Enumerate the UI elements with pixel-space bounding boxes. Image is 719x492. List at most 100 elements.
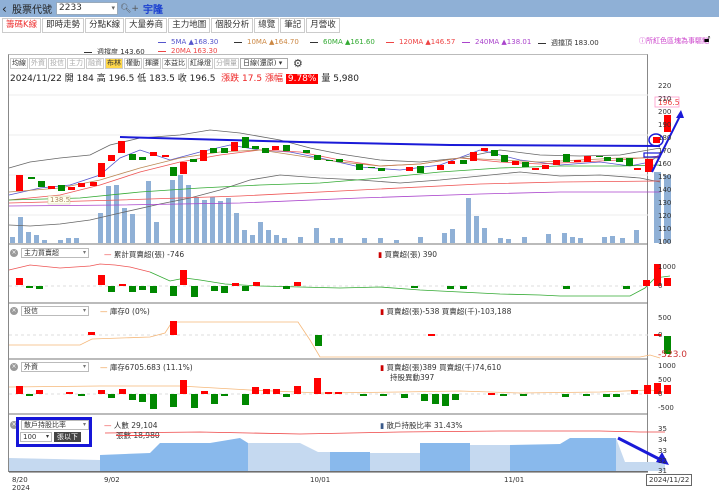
legend-inventory: — 庫存0 (0%)	[100, 307, 150, 316]
legend-people: — 人數 29,104	[104, 421, 158, 430]
tab-overview[interactable]: 總覽	[254, 18, 280, 33]
y-tick: 1000	[658, 362, 676, 370]
y-tick: -500	[658, 404, 674, 412]
candlesticks	[16, 115, 671, 191]
tab-big-broker[interactable]: 大量券商	[125, 18, 168, 33]
threshold-select[interactable]: 100 ▾	[20, 432, 52, 442]
legend-ma60: 60MA ▲161.60	[310, 38, 375, 46]
btn-trust[interactable]: 投信	[48, 58, 66, 69]
quote-change: 17.5	[242, 74, 263, 84]
panel-foreign-head: × 外資 ▾	[10, 362, 89, 372]
stock-name: 宇隆	[142, 5, 163, 16]
search-icon[interactable]: 🔍︎+	[120, 3, 139, 14]
quote-open: 184	[76, 74, 94, 84]
panel-main-force-head: × 主力買賣超 ▾	[10, 248, 89, 258]
last-price-tag: 196.5	[658, 98, 680, 107]
btn-traffic[interactable]: 紅綠燈	[188, 58, 213, 69]
y-tick: 130	[658, 199, 672, 207]
chevron-left-icon[interactable]: ‹	[2, 1, 7, 16]
btn-price-vol[interactable]: 分價量	[214, 58, 239, 69]
y-tick: 110	[658, 225, 672, 233]
btn-bollinger[interactable]: 布林	[105, 58, 123, 69]
legend-ma10: 10MA ▲164.70	[234, 38, 299, 46]
y-tick: 0	[658, 331, 663, 339]
tab-main-map[interactable]: 主力地圖	[168, 18, 211, 33]
indicator-toolbar: 均線 外資 投信 主力 融資 布林 權動 揮腰 本益比 紅綠燈 分價量 日線(還…	[10, 57, 303, 70]
tab-branch-k[interactable]: 分點K線	[85, 18, 125, 33]
quote-close: 196.5	[189, 74, 216, 84]
close-icon[interactable]: ×	[10, 363, 18, 371]
x-tick: 9/02	[104, 476, 120, 484]
btn-pe[interactable]: 本益比	[162, 58, 187, 69]
btn-swing[interactable]: 揮腰	[143, 58, 161, 69]
y-tick: 500	[658, 376, 672, 384]
legend-ratio: ▮ 散戶持股比率 31.43%	[380, 421, 463, 430]
x-tick: 10/01	[310, 476, 331, 484]
quote-volume: 5,980	[333, 74, 359, 84]
threshold-button[interactable]: 張以下	[54, 432, 81, 442]
y-tick: 190	[658, 121, 672, 129]
tab-realtime[interactable]: 即時走勢	[42, 18, 85, 33]
indicator-select[interactable]: 外資 ▾	[21, 362, 89, 372]
tab-revenue[interactable]: 月營收	[306, 18, 340, 33]
volume-bars	[10, 172, 671, 243]
legend-net: ▮ 買賣超(張)389 買賣超(千)74,610	[380, 363, 502, 372]
highlight-box	[16, 417, 92, 447]
stock-code-value: 2233	[59, 3, 82, 13]
svg-text:138.5: 138.5	[50, 196, 70, 204]
legend-lots: 張數 18,980	[116, 431, 160, 440]
y-tick: 32	[658, 457, 667, 465]
y-tick: 0	[658, 282, 663, 290]
tab-analysis[interactable]: 個股分析	[211, 18, 254, 33]
quote-pct: 9.78%	[285, 74, 319, 84]
legend-net: ▮ 買賣超(張) 390	[378, 250, 438, 259]
y-tick: 150	[658, 173, 672, 181]
legend-change: 持股異動397	[390, 373, 435, 382]
btn-main[interactable]: 主力	[67, 58, 85, 69]
close-icon[interactable]: ×	[10, 249, 18, 257]
indicator-select[interactable]: 投信 ▾	[21, 306, 89, 316]
y-tick: 1000	[658, 263, 676, 271]
chevron-down-icon[interactable]: ▾	[111, 4, 115, 12]
current-date-tag: 2024/11/22	[646, 474, 693, 486]
y-tick: 31	[658, 467, 667, 475]
y-tick: 180	[658, 134, 672, 142]
tab-bar: 籌碼K線 即時走勢 分點K線 大量券商 主力地圖 個股分析 總覽 筆記 月營收	[2, 18, 341, 33]
tab-chip-k[interactable]: 籌碼K線	[2, 18, 42, 33]
close-icon[interactable]: ×	[10, 421, 18, 429]
threshold-row: 100 ▾ 張以下	[20, 432, 81, 442]
btn-rights[interactable]: 權動	[124, 58, 142, 69]
btn-foreign[interactable]: 外資	[29, 58, 47, 69]
y-tick: 200	[658, 108, 672, 116]
indicator-select[interactable]: 散戶持股比率 ▾	[21, 420, 89, 430]
notice-link[interactable]: ⓘ所紅色區塊為事驅點	[639, 37, 709, 45]
y-tick: 0	[658, 390, 663, 398]
x-tick: 8/20	[12, 476, 28, 484]
quote-line: 2024/11/22 開 184 高 196.5 低 183.5 收 196.5…	[10, 74, 359, 84]
legend-ma5: 5MA ▲168.30	[158, 38, 218, 46]
legend-ma20: 20MA 163.30	[158, 47, 217, 55]
last-value: -523.0	[658, 350, 688, 360]
close-icon[interactable]: ×	[10, 307, 18, 315]
indicator-select[interactable]: 主力買賣超 ▾	[21, 248, 89, 258]
x-year: 2024	[12, 484, 30, 492]
stock-code-input[interactable]: 2233 ▾	[56, 2, 118, 15]
period-select[interactable]: 日線(還原) ▾	[240, 58, 288, 69]
btn-margin[interactable]: 融資	[86, 58, 104, 69]
legend-ma120: 120MA ▲146.57	[386, 38, 455, 46]
resistance-line	[119, 136, 661, 147]
gear-icon[interactable]: ⚙	[293, 57, 303, 70]
y-tick: 35	[658, 425, 667, 433]
y-tick: 100	[658, 238, 672, 246]
top-bar: ‹ 股票代號 2233 ▾ 🔍︎+ 宇隆	[0, 0, 719, 17]
y-tick: 120	[658, 212, 672, 220]
legend-net: ▮ 買賣超(張)-538 買賣超(千)-103,188	[380, 307, 512, 316]
legend-inventory: — 庫存6705.683 (11.1%)	[100, 363, 193, 372]
tab-notes[interactable]: 筆記	[280, 18, 306, 33]
legend-resist: 週擋頂 183.00	[538, 38, 599, 48]
btn-ma[interactable]: 均線	[10, 58, 28, 69]
y-tick: 170	[658, 147, 672, 155]
lock-icon[interactable]: 🔓︎	[704, 34, 711, 45]
y-tick: 34	[658, 436, 667, 444]
